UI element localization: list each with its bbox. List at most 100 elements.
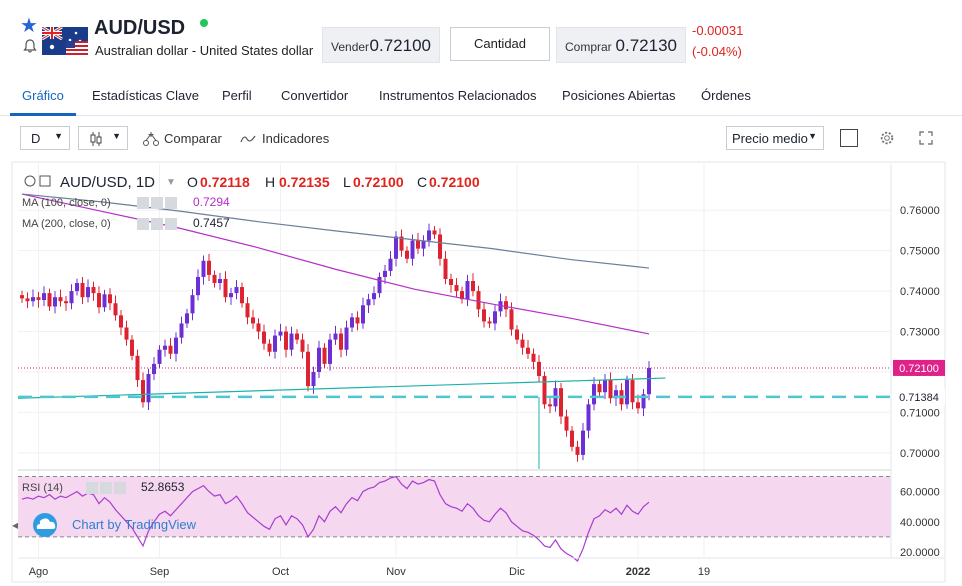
sell-button[interactable]: Vender 0.72100	[322, 27, 440, 63]
change-percent: (-0.04%)	[692, 44, 742, 59]
active-tab-indicator	[10, 113, 76, 116]
chart-checkbox[interactable]	[840, 129, 858, 147]
candle-body	[284, 331, 288, 350]
candle	[377, 272, 382, 298]
candle-body	[174, 337, 178, 354]
candle	[135, 349, 140, 387]
candle-body	[328, 339, 332, 364]
tradingview-branding[interactable]: ◂ Chart by TradingView	[12, 513, 197, 537]
interval-dropdown[interactable]: D ▼	[20, 126, 70, 150]
candle	[262, 324, 266, 350]
candle-body	[427, 230, 431, 241]
candle-body	[465, 280, 470, 300]
ma100-controls[interactable]	[137, 197, 177, 209]
candle-body	[240, 287, 244, 304]
candle-body	[372, 293, 376, 300]
price-axis[interactable]: 0.760000.750000.740000.730000.720000.710…	[890, 164, 940, 558]
candle-body	[124, 327, 129, 340]
candle	[449, 273, 453, 293]
candle	[179, 316, 184, 344]
candle	[405, 246, 409, 264]
compare-icon[interactable]	[142, 131, 160, 147]
candle	[212, 270, 217, 288]
candle-body	[559, 388, 563, 417]
trend-line[interactable]	[17, 377, 666, 399]
candle-body	[58, 297, 63, 302]
indicators-button[interactable]: Indicadores	[262, 131, 330, 146]
buy-button[interactable]: Comprar 0.72130	[556, 27, 686, 63]
tradingview-label[interactable]: Chart by TradingView	[72, 517, 197, 532]
tab-instrumentos-relacionados[interactable]: Instrumentos Relacionados	[379, 88, 537, 103]
quantity-input[interactable]: Cantidad	[450, 27, 550, 61]
candle-body	[570, 430, 574, 447]
instrument-header: ★	[0, 0, 962, 74]
candle-body	[548, 404, 552, 407]
instrument-description: Australian dollar - United States dollar	[95, 43, 314, 58]
candle	[603, 374, 607, 400]
rsi-axis[interactable]: 60.0000 40.0000 20.0000	[900, 487, 940, 559]
fullscreen-icon[interactable]	[919, 131, 933, 145]
candle-body	[355, 317, 360, 324]
chart-type-dropdown[interactable]: ▼	[78, 126, 128, 150]
star-icon[interactable]: ★	[20, 15, 38, 37]
legend-low-label: L	[343, 174, 351, 190]
ma100-legend-value: 0.7294	[193, 195, 230, 209]
candle-body	[509, 309, 514, 330]
candle	[75, 278, 79, 296]
gear-icon[interactable]	[879, 130, 895, 146]
candle-body	[581, 430, 585, 455]
candle	[97, 286, 101, 314]
candle	[537, 355, 541, 383]
candle-body	[564, 416, 569, 431]
candle-body	[471, 280, 475, 292]
candle	[460, 286, 464, 304]
tab-convertidor[interactable]: Convertidor	[281, 88, 349, 103]
candle	[520, 333, 525, 355]
price-chart[interactable]: 0.760000.750000.740000.730000.720000.710…	[0, 160, 962, 586]
interval-value: D	[31, 131, 41, 146]
bell-icon[interactable]	[22, 38, 38, 54]
candle	[207, 253, 211, 281]
price-type-dropdown[interactable]: Precio medio ▼	[726, 126, 824, 150]
candle	[542, 371, 547, 409]
legend-high-label: H	[265, 174, 275, 190]
time-tick-label: Ago	[29, 566, 49, 578]
candle-body	[399, 236, 404, 251]
candle-body	[245, 303, 250, 318]
candle	[641, 388, 646, 417]
candle	[113, 295, 118, 321]
tab-posiciones-abiertas[interactable]: Posiciones Abiertas	[562, 88, 676, 103]
candle-body	[476, 291, 481, 310]
candle-body	[141, 380, 145, 403]
chevron-down-icon[interactable]: ▼	[166, 177, 176, 188]
candle	[608, 372, 613, 404]
tab-perfil[interactable]: Perfil	[222, 88, 252, 103]
candle-body	[262, 331, 266, 344]
legend-open-value: 0.72118	[200, 174, 250, 190]
time-axis[interactable]: Ago Sep Oct Nov Dic 2022 19	[18, 557, 945, 578]
candle-body	[383, 270, 387, 277]
candle	[366, 293, 371, 313]
ma200-controls[interactable]	[137, 218, 177, 230]
candle-body	[91, 287, 96, 294]
candle	[355, 311, 360, 331]
indicators-icon[interactable]	[240, 133, 256, 145]
candle	[256, 318, 261, 340]
rsi-controls[interactable]	[86, 482, 126, 494]
eye-icon[interactable]	[24, 175, 36, 187]
candle-body	[75, 283, 79, 292]
price-tick-label: 0.73000	[900, 327, 940, 339]
tab-estadisticas-clave[interactable]: Estadísticas Clave	[92, 88, 199, 103]
candle	[427, 223, 431, 247]
candle-body	[25, 298, 30, 302]
legend-high-value: 0.72135	[279, 174, 330, 190]
candle-body	[636, 402, 640, 409]
candle-body	[20, 295, 24, 299]
tab-ordenes[interactable]: Órdenes	[701, 88, 751, 103]
legend-low-value: 0.72100	[353, 174, 404, 190]
chevron-left-icon[interactable]: ◂	[12, 518, 18, 532]
collapse-icon[interactable]	[39, 175, 51, 187]
tab-grafico[interactable]: Gráfico	[22, 88, 64, 103]
candle-body	[130, 339, 134, 356]
compare-button[interactable]: Comparar	[164, 131, 222, 146]
